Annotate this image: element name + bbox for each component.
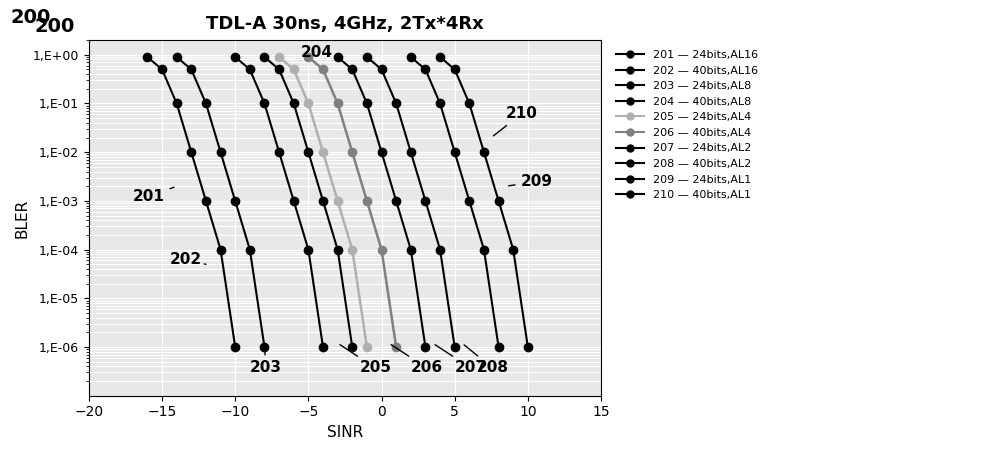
X-axis label: SINR: SINR	[327, 425, 363, 440]
Text: 207: 207	[435, 345, 487, 375]
Text: 203: 203	[250, 346, 282, 375]
Text: 202: 202	[169, 252, 206, 267]
Text: 208: 208	[464, 345, 509, 375]
Text: 205: 205	[340, 345, 392, 375]
Text: 209: 209	[509, 174, 553, 189]
Text: 210: 210	[493, 106, 538, 136]
Text: 200: 200	[35, 17, 75, 36]
Text: 204: 204	[301, 45, 333, 60]
Legend: 201 — 24bits,AL16, 202 — 40bits,AL16, 203 — 24bits,AL8, 204 — 40bits,AL8, 205 — : 201 — 24bits,AL16, 202 — 40bits,AL16, 20…	[612, 46, 762, 205]
Text: 200: 200	[10, 8, 50, 27]
Title: TDL-A 30ns, 4GHz, 2Tx*4Rx: TDL-A 30ns, 4GHz, 2Tx*4Rx	[206, 15, 484, 33]
Text: 201: 201	[133, 187, 174, 204]
Y-axis label: BLER: BLER	[15, 198, 30, 238]
Text: 206: 206	[391, 345, 443, 375]
